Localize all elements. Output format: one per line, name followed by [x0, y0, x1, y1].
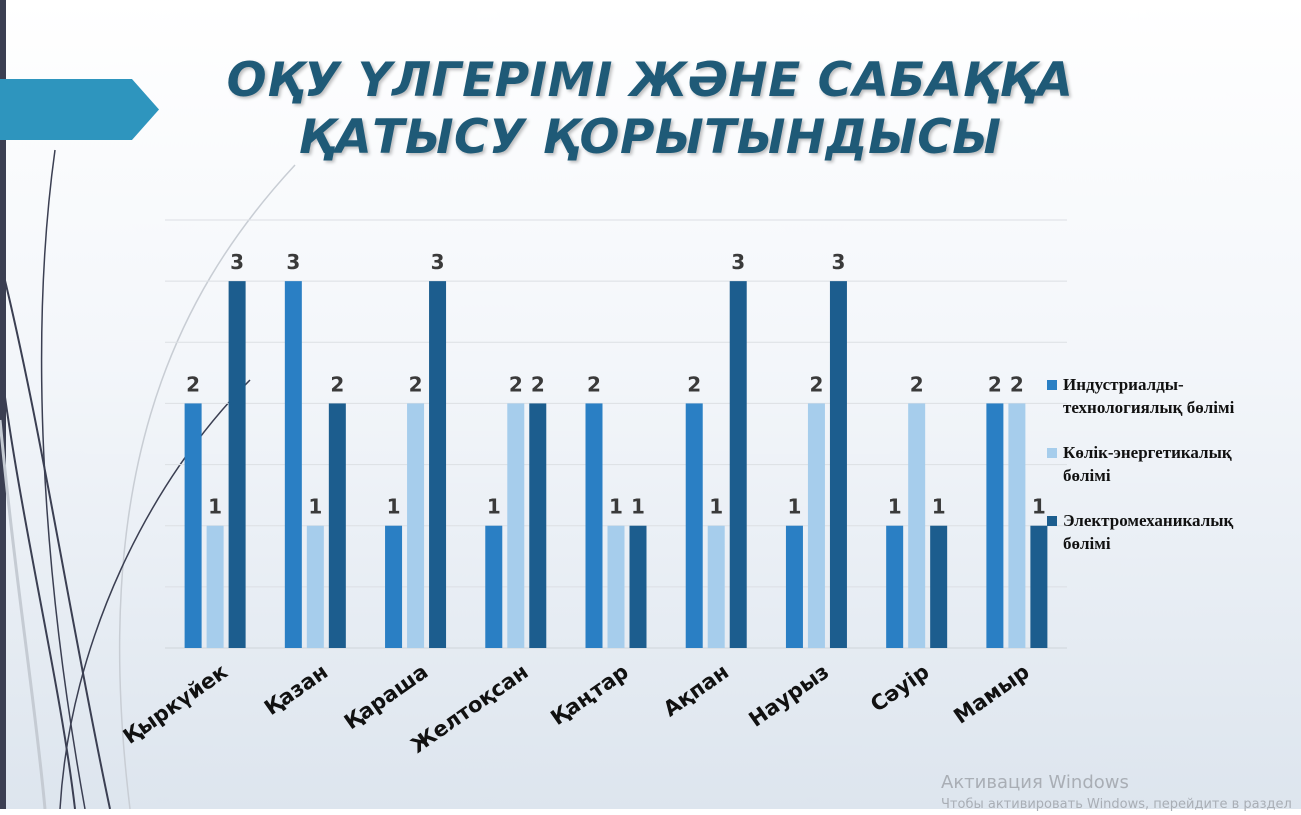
data-label: 2: [687, 372, 701, 396]
bar: [807, 403, 825, 648]
x-tick-label: Қыркүйек: [119, 659, 232, 748]
legend-swatch-industrial: [1047, 380, 1057, 390]
slide-left-bar: [0, 0, 6, 809]
legend-label-line1: Электромеханикалық: [1063, 511, 1234, 530]
bar: [485, 525, 503, 648]
legend-label-line2: бөлімі: [1063, 466, 1111, 485]
data-label: 2: [1010, 372, 1024, 396]
bar: [685, 403, 703, 648]
bar: [1030, 525, 1048, 648]
bar: [206, 525, 224, 648]
data-label: 1: [888, 495, 902, 519]
bar: [585, 403, 603, 648]
legend-swatch-transport-energy: [1047, 448, 1057, 458]
bar: [607, 525, 625, 648]
bar: [785, 525, 803, 648]
legend-label-line2: технологиялық бөлімі: [1063, 398, 1235, 417]
bar: [1008, 403, 1026, 648]
chart-legend: Индустриалды- технологиялық бөлімі Көлік…: [1047, 373, 1287, 577]
data-label: 2: [186, 372, 200, 396]
bar: [529, 403, 547, 648]
legend-label-line1: Көлік-энергетикалық: [1063, 443, 1232, 462]
x-tick-label: Қараша: [340, 659, 433, 734]
data-label: 1: [932, 495, 946, 519]
data-label: 2: [988, 372, 1002, 396]
bar: [829, 281, 847, 648]
bar: [629, 525, 647, 648]
data-label: 1: [787, 495, 801, 519]
legend-item-electromechanical: Электромеханикалық бөлімі: [1047, 509, 1287, 555]
bar: [228, 281, 246, 648]
legend-item-industrial: Индустриалды- технологиялық бөлімі: [1047, 373, 1287, 419]
data-label: 1: [609, 495, 623, 519]
legend-label-line2: бөлімі: [1063, 534, 1111, 553]
bar: [707, 525, 725, 648]
bar: [306, 525, 324, 648]
data-label: 3: [286, 250, 300, 274]
data-label: 2: [587, 372, 601, 396]
data-label: 1: [487, 495, 501, 519]
x-tick-label: Наурыз: [744, 659, 833, 731]
bar: [930, 525, 948, 648]
data-label: 3: [731, 250, 745, 274]
bar: [429, 281, 447, 648]
x-tick-label: Мамыр: [949, 659, 1033, 728]
data-label: 1: [1032, 495, 1046, 519]
arrow-decoration: [0, 79, 159, 140]
watermark-title: Активация Windows: [941, 772, 1129, 793]
x-tick-label: Қаңтар: [546, 659, 632, 730]
data-label: 2: [910, 372, 924, 396]
data-label: 2: [409, 372, 423, 396]
data-label: 3: [831, 250, 845, 274]
bar: [385, 525, 403, 648]
data-label: 2: [330, 372, 344, 396]
x-tick-label: Қазан: [260, 659, 332, 720]
legend-swatch-electromechanical: [1047, 516, 1057, 526]
legend-item-transport-energy: Көлік-энергетикалық бөлімі: [1047, 441, 1287, 487]
bar: [407, 403, 425, 648]
bar: [729, 281, 747, 648]
bar: [328, 403, 346, 648]
windows-activation-watermark: Активация Windows Чтобы активировать Win…: [941, 771, 1301, 815]
data-label: 2: [531, 372, 545, 396]
data-label: 1: [709, 495, 723, 519]
bar: [184, 403, 202, 648]
slide-title: ОҚУ ҮЛГЕРІМІ ЖӘНЕ САБАҚҚА ҚАТЫСУ ҚОРЫТЫН…: [200, 52, 1100, 166]
bar: [886, 525, 904, 648]
bar: [986, 403, 1004, 648]
title-line-1: ОҚУ ҮЛГЕРІМІ ЖӘНЕ САБАҚҚА: [226, 53, 1074, 108]
data-label: 1: [631, 495, 645, 519]
data-label: 1: [308, 495, 322, 519]
data-label: 2: [809, 372, 823, 396]
watermark-subtitle: Чтобы активировать Windows, перейдите в …: [941, 797, 1292, 812]
chart-bars: [184, 281, 1048, 648]
data-label: 1: [208, 495, 222, 519]
bar: [284, 281, 302, 648]
data-label: 3: [230, 250, 244, 274]
data-label: 2: [509, 372, 523, 396]
bar: [507, 403, 525, 648]
data-label: 3: [431, 250, 445, 274]
x-tick-label: Сәуір: [866, 659, 933, 716]
x-tick-label: Ақпан: [659, 659, 733, 721]
title-line-2: ҚАТЫСУ ҚОРЫТЫНДЫСЫ: [298, 110, 1002, 165]
data-label: 1: [387, 495, 401, 519]
legend-label-line1: Индустриалды-: [1063, 375, 1184, 394]
bar: [908, 403, 926, 648]
